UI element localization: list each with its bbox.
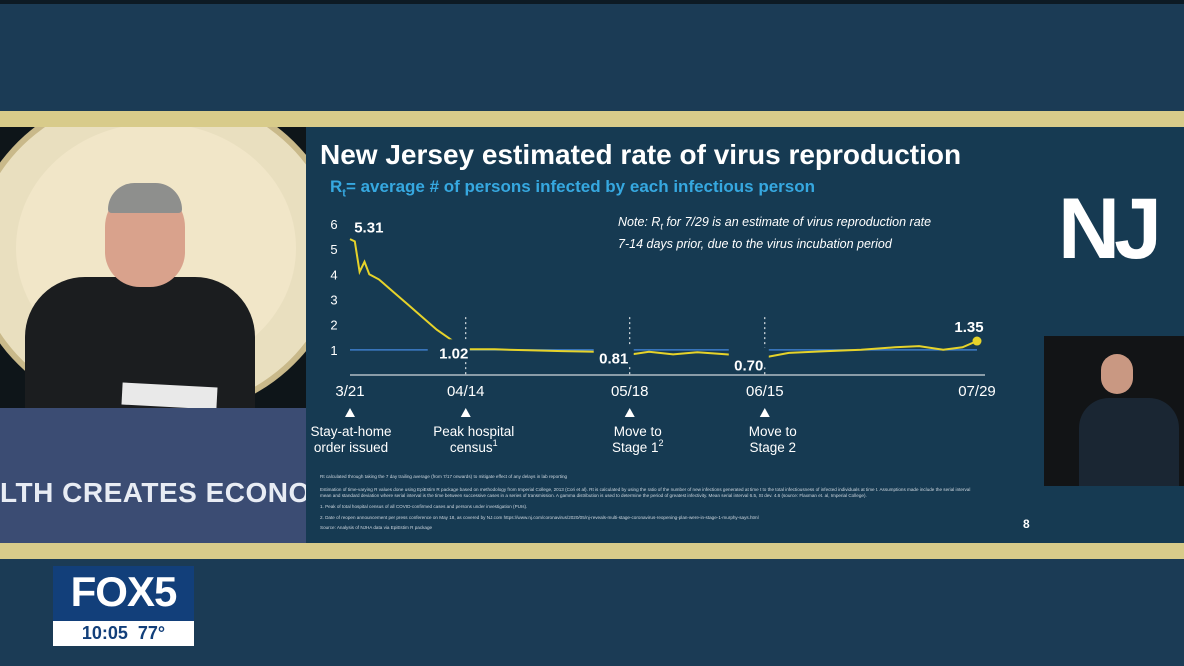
footnote: Rt calculated through taking the 7 day t… bbox=[320, 474, 568, 479]
event-label: Peak hospital bbox=[433, 424, 514, 439]
gold-bar-bottom bbox=[0, 543, 1184, 559]
data-label-bg bbox=[427, 339, 470, 360]
top-edge bbox=[0, 0, 1184, 4]
station-name: FOX5 bbox=[70, 568, 178, 615]
time-temp: 10:05 77° bbox=[81, 623, 166, 643]
data-label: 1.02 bbox=[439, 345, 468, 362]
slide: New Jersey estimated rate of virus repro… bbox=[306, 127, 1041, 543]
y-tick-label: 6 bbox=[330, 217, 337, 232]
chart-note: Note: Rt for 7/29 is an estimate of viru… bbox=[618, 215, 932, 251]
y-tick-label: 1 bbox=[330, 343, 337, 358]
data-label: 5.31 bbox=[354, 219, 383, 236]
data-label: 1.35 bbox=[954, 319, 983, 336]
data-label: 0.81 bbox=[599, 351, 628, 368]
x-tick-label: 04/14 bbox=[447, 383, 485, 400]
sign-language-interpreter bbox=[1044, 336, 1184, 486]
bottom-band bbox=[0, 559, 1184, 666]
slide-subtitle: Rt= average # of persons infected by eac… bbox=[330, 177, 816, 200]
podium bbox=[0, 408, 306, 543]
speaker-video: LTH CREATES ECONO bbox=[0, 127, 306, 543]
y-tick-label: 2 bbox=[330, 318, 337, 333]
footnote: Source: Analysis of NJHA data via EpiEst… bbox=[320, 525, 433, 530]
page-number: 8 bbox=[1023, 517, 1030, 531]
data-label: 0.70 bbox=[734, 357, 763, 374]
event-label: Stage 12 bbox=[612, 438, 664, 455]
gold-bar-top bbox=[0, 111, 1184, 127]
event-label: Move to bbox=[749, 424, 797, 439]
footnote: Estimation of time-varying R values done… bbox=[320, 487, 971, 492]
data-label-bg bbox=[728, 347, 769, 368]
event-label: census1 bbox=[450, 438, 498, 455]
slide-title: New Jersey estimated rate of virus repro… bbox=[320, 139, 962, 170]
footnote: mean and standard deviation where serial… bbox=[320, 493, 867, 498]
event-label: Stay-at-home bbox=[310, 424, 391, 439]
rt-chart: 1 2 3 4 5 6 5.31 1.02 0.81 0.70 1.35 3/21 04/14 05/18… bbox=[310, 217, 996, 455]
x-tick-label: 06/15 bbox=[746, 383, 784, 400]
x-tick-label: 05/18 bbox=[611, 383, 649, 400]
y-tick-label: 3 bbox=[330, 293, 337, 308]
event-marker-triangle bbox=[624, 408, 635, 417]
event-label: order issued bbox=[314, 440, 388, 455]
data-label-bg bbox=[593, 344, 634, 365]
event-marker-triangle bbox=[759, 408, 770, 417]
footnote: 1. Peak of total hospital census of all … bbox=[320, 504, 528, 509]
event-marker-triangle bbox=[460, 408, 471, 417]
y-tick-label: 5 bbox=[330, 242, 337, 257]
x-tick-label: 3/21 bbox=[335, 383, 364, 400]
nj-logo: NJ bbox=[1058, 181, 1162, 277]
podium-banner-text: LTH CREATES ECONO bbox=[0, 477, 306, 508]
event-label: Stage 2 bbox=[750, 440, 797, 455]
rt-last-point bbox=[972, 336, 982, 346]
event-marker-triangle bbox=[345, 408, 355, 417]
footnote: 2. Date of reopen announcement per press… bbox=[320, 515, 759, 520]
x-tick-label: 07/29 bbox=[958, 383, 996, 400]
station-logo: FOX5 10:05 77° bbox=[53, 566, 194, 646]
y-tick-label: 4 bbox=[330, 267, 337, 282]
event-label: Move to bbox=[614, 424, 662, 439]
